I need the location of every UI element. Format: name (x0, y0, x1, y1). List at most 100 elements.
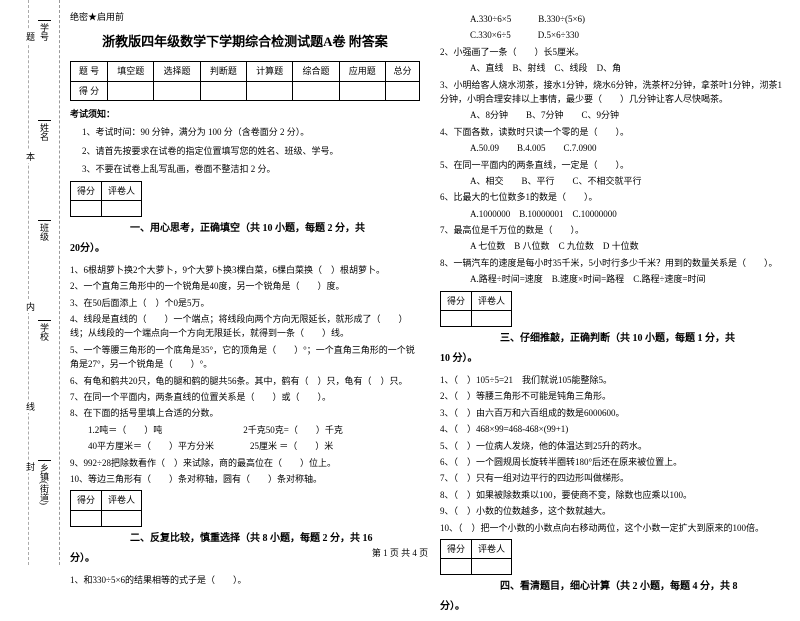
side-label: 内 (24, 300, 37, 313)
score-header: 应用题 (339, 62, 385, 81)
opt: A、直线 (470, 63, 504, 73)
opt: C、不相交就平行 (573, 176, 642, 186)
opt: A.1000000 (470, 209, 510, 219)
choice-opt: A 七位数 B 八位数 C 九位数 D 十位数 (470, 239, 790, 253)
opt: A.50.09 (470, 143, 499, 153)
opt: B.10000001 (519, 209, 563, 219)
mini-cell[interactable] (441, 559, 472, 575)
secret-label: 绝密★启用前 (70, 10, 420, 24)
choice-q: 1、和330÷5×6的结果相等的式子是（ ）。 (70, 573, 420, 587)
right-column: A.330÷6×5 B.330÷(5×6) C.330×6÷5 D.5×6÷33… (440, 10, 790, 621)
opt: C.10000000 (573, 209, 617, 219)
choice-opt: A、8分钟 B、7分钟 C、9分钟 (470, 108, 790, 122)
score-cell[interactable] (200, 81, 246, 100)
side-label: 封 (24, 460, 37, 473)
choice-opt: C.330×6÷5 D.5×6÷330 (470, 28, 790, 42)
score-header: 总分 (385, 62, 419, 81)
fill-q: 3、在50后面添上（ ）个0是5万。 (70, 296, 420, 310)
mini-cell[interactable] (71, 510, 102, 526)
mini-label: 评卷人 (102, 491, 142, 510)
judge-q: 7、（ ）只有一组对边平行的四边形叫做梯形。 (440, 471, 790, 485)
fill-q: 10、等边三角形有（ ）条对称轴，圆有（ ）条对称轴。 (70, 472, 420, 486)
choice-q: 8、一辆汽车的速度是每小时35千米，5小时行多少千米？用到的数量关系是（ ）。 (440, 256, 790, 270)
score-cell[interactable] (154, 81, 200, 100)
side-label: 题 (24, 30, 37, 43)
choice-opt: A.50.09 B.4.005 C.7.0900 (470, 141, 790, 155)
score-cell[interactable] (108, 81, 154, 100)
mini-cell[interactable] (472, 559, 512, 575)
opt: B、平行 (522, 176, 555, 186)
notice-item: 1、考试时间：90 分钟，满分为 100 分（含卷面分 2 分）。 (82, 125, 420, 139)
opt: C.7.0900 (564, 143, 597, 153)
choice-q: 3、小明给客人烧水沏茶，接水1分钟，烧水6分钟，洗茶杯2分钟，拿茶叶1分钟，沏茶… (440, 78, 790, 107)
opt: D.5×6÷330 (538, 30, 579, 40)
notice-item: 3、不要在试卷上乱写乱画，卷面不整洁扣 2 分。 (82, 162, 420, 176)
fill-q: 1、6根胡萝卜换2个大萝卜，9个大萝卜换3棵白菜，6棵白菜换（ ）根胡萝卜。 (70, 263, 420, 277)
section-3-tail: 10 分）。 (440, 351, 790, 367)
fill-q: 5、一个等腰三角形的一个底角是35°，它的顶角是（ ）°；一个直角三角形的一个锐… (70, 343, 420, 372)
opt: B、射线 (513, 63, 546, 73)
opt: A 七位数 (470, 241, 505, 251)
opt: B、7分钟 (526, 110, 564, 120)
judge-q: 5、（ ）一位病人发烧，他的体温达到25升的药水。 (440, 439, 790, 453)
opt: B 八位数 (514, 241, 549, 251)
judge-q: 4、（ ）468×99=468-468×(99+1) (440, 422, 790, 436)
score-cell[interactable] (385, 81, 419, 100)
score-label: 得 分 (71, 81, 108, 100)
section-4-title: 四、看清题目，细心计算（共 2 小题，每题 4 分，共 8 (500, 579, 790, 595)
choice-opt: A、相交 B、平行 C、不相交就平行 (470, 174, 790, 188)
mini-cell[interactable] (441, 311, 472, 327)
score-header: 判断题 (200, 62, 246, 81)
page-footer: 第 1 页 共 4 页 (0, 546, 800, 559)
grader-table: 得分评卷人 (70, 490, 142, 526)
section-1-title: 一、用心思考，正确填空（共 10 小题，每题 2 分，共 (130, 221, 420, 237)
opt: A、8分钟 (470, 110, 508, 120)
fill-q: 2、一个直角三角形中的一个锐角是40度，另一个锐角是（ ）度。 (70, 279, 420, 293)
notice-title: 考试须知： (70, 107, 420, 121)
table-row: 题 号 填空题 选择题 判断题 计算题 综合题 应用题 总分 (71, 62, 420, 81)
field-label-id: 学号 (38, 20, 51, 80)
choice-opt: A.1000000 B.10000001 C.10000000 (470, 207, 790, 221)
side-label: 线 (24, 400, 37, 413)
mini-cell[interactable] (102, 510, 142, 526)
choice-q: 2、小强画了一条（ ）长5厘米。 (440, 45, 790, 59)
opt: C、线段 (555, 63, 588, 73)
judge-q: 6、（ ）一个圆规周长旋转半圈转180°后还在原来被位置上。 (440, 455, 790, 469)
mini-label: 得分 (441, 291, 472, 310)
opt: D、角 (597, 63, 622, 73)
opt: C.330×6÷5 (470, 30, 511, 40)
mini-cell[interactable] (472, 311, 512, 327)
fill-q: 1.2吨＝（ ）吨 2千克50克=（ ）千克 (70, 423, 420, 437)
choice-opt: A、直线 B、射线 C、线段 D、角 (470, 61, 790, 75)
judge-q: 2、（ ）等腰三角形不可能是钝角三角形。 (440, 389, 790, 403)
judge-q: 9、（ ）小数的位数越多，这个数就越大。 (440, 504, 790, 518)
mini-cell[interactable] (102, 200, 142, 216)
notice-item: 2、请首先按要求在试卷的指定位置填写您的姓名、班级、学号。 (82, 144, 420, 158)
choice-opt: A.330÷6×5 B.330÷(5×6) (470, 12, 790, 26)
side-label: 本 (24, 150, 37, 163)
score-cell[interactable] (339, 81, 385, 100)
choice-q: 4、下面各数，读数时只读一个零的是（ ）。 (440, 125, 790, 139)
fill-q: 8、在下面的括号里填上合适的分数。 (70, 406, 420, 420)
choice-q: 5、在同一平面内的两条直线，一定是（ ）。 (440, 158, 790, 172)
fold-line (28, 0, 29, 565)
mini-label: 评卷人 (102, 181, 142, 200)
score-cell[interactable] (247, 81, 293, 100)
choice-q: 7、最高位是千万位的数是（ ）。 (440, 223, 790, 237)
score-header: 计算题 (247, 62, 293, 81)
judge-q: 8、（ ）如果被除数乘以100，要使商不变，除数也应乘以100。 (440, 488, 790, 502)
left-column: 绝密★启用前 浙教版四年级数学下学期综合检测试题A卷 附答案 题 号 填空题 选… (70, 10, 420, 621)
opt: C 九位数 (559, 241, 594, 251)
opt: A、相交 (470, 176, 504, 186)
table-row: 得 分 (71, 81, 420, 100)
score-cell[interactable] (293, 81, 339, 100)
fill-q: 4、线段是直线的（ ）一个端点；将线段向两个方向无限延长，就形成了（ ）线；从线… (70, 312, 420, 341)
mini-label: 得分 (71, 491, 102, 510)
fill-q: 40平方厘米＝（ ）平方分米 25厘米 ＝（ ）米 (70, 439, 420, 453)
mini-label: 评卷人 (472, 291, 512, 310)
judge-q: 10、（ ）把一个小数的小数点向右移动两位，这个小数一定扩大到原来的100倍。 (440, 521, 790, 535)
field-label-school: 学校 (38, 320, 51, 380)
grader-table: 得分评卷人 (440, 291, 512, 327)
mini-cell[interactable] (71, 200, 102, 216)
opt: D 十位数 (603, 241, 639, 251)
